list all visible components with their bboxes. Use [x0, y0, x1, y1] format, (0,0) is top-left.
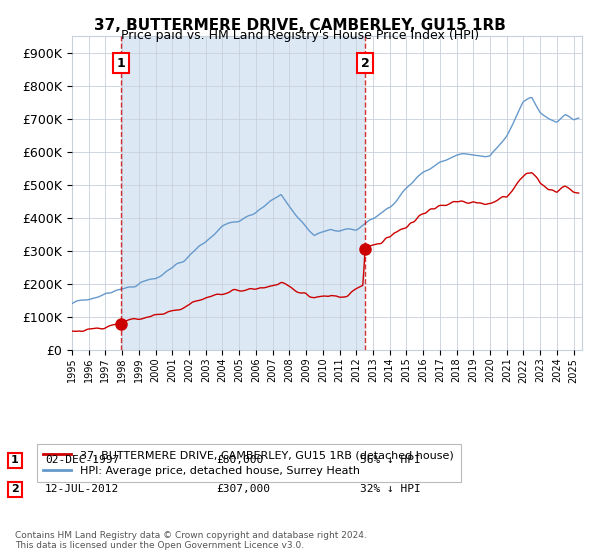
Text: 02-DEC-1997: 02-DEC-1997 — [45, 455, 119, 465]
Text: 2: 2 — [361, 57, 370, 69]
Text: 1: 1 — [116, 57, 125, 69]
Text: 2: 2 — [11, 484, 19, 494]
Text: £307,000: £307,000 — [216, 484, 270, 494]
Text: 12-JUL-2012: 12-JUL-2012 — [45, 484, 119, 494]
Text: £80,000: £80,000 — [216, 455, 263, 465]
Text: 37, BUTTERMERE DRIVE, CAMBERLEY, GU15 1RB: 37, BUTTERMERE DRIVE, CAMBERLEY, GU15 1R… — [94, 18, 506, 33]
Text: Price paid vs. HM Land Registry's House Price Index (HPI): Price paid vs. HM Land Registry's House … — [121, 29, 479, 42]
Bar — [121, 36, 365, 350]
Text: 32% ↓ HPI: 32% ↓ HPI — [360, 484, 421, 494]
Text: 56% ↓ HPI: 56% ↓ HPI — [360, 455, 421, 465]
Text: Contains HM Land Registry data © Crown copyright and database right 2024.
This d: Contains HM Land Registry data © Crown c… — [15, 530, 367, 550]
Legend: 37, BUTTERMERE DRIVE, CAMBERLEY, GU15 1RB (detached house), HPI: Average price, : 37, BUTTERMERE DRIVE, CAMBERLEY, GU15 1R… — [37, 444, 461, 482]
Text: 1: 1 — [11, 455, 19, 465]
